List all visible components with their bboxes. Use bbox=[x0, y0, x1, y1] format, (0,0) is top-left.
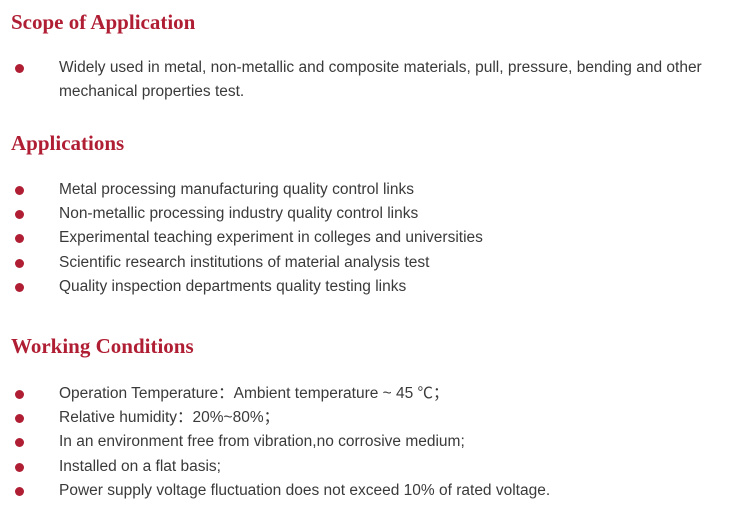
list-item: Metal processing manufacturing quality c… bbox=[0, 178, 740, 202]
list-item: Non-metallic processing industry quality… bbox=[0, 202, 740, 226]
item-text: Quality inspection departments quality t… bbox=[59, 277, 407, 295]
item-text: Scientific research institutions of mate… bbox=[59, 253, 430, 271]
bullet-icon bbox=[15, 486, 24, 496]
list-item: Widely used in metal, non-metallic and c… bbox=[0, 56, 720, 104]
item-text: Operation Temperature：Ambient temperatur… bbox=[59, 385, 449, 402]
item-text: Metal processing manufacturing quality c… bbox=[59, 181, 414, 198]
list-item: Relative humidity：20%~80%； bbox=[0, 406, 740, 430]
list-item: Quality inspection departments quality t… bbox=[0, 275, 740, 299]
bullet-icon bbox=[15, 210, 24, 220]
scope-list: Widely used in metal, non-metallic and c… bbox=[0, 56, 720, 104]
section-title-working-conditions: Working Conditions bbox=[11, 334, 194, 358]
list-item: Installed on a flat basis; bbox=[0, 455, 740, 479]
bullet-icon bbox=[15, 414, 24, 424]
bullet-icon bbox=[15, 462, 24, 472]
list-item: Power supply voltage fluctuation does no… bbox=[0, 479, 740, 503]
item-text: Experimental teaching experiment in coll… bbox=[59, 229, 483, 247]
applications-list: Metal processing manufacturing quality c… bbox=[0, 178, 740, 299]
item-text: Installed on a flat basis; bbox=[59, 457, 221, 475]
item-text: In an environment free from vibration,no… bbox=[59, 433, 465, 451]
item-text: Non-metallic processing industry quality… bbox=[59, 205, 419, 223]
section-title-scope: Scope of Application bbox=[11, 10, 196, 34]
working-conditions-list: Operation Temperature：Ambient temperatur… bbox=[0, 382, 740, 503]
bullet-icon bbox=[15, 390, 24, 399]
bullet-icon bbox=[15, 438, 24, 448]
list-item: In an environment free from vibration,no… bbox=[0, 430, 740, 454]
bullet-icon bbox=[15, 234, 24, 244]
list-item: Operation Temperature：Ambient temperatur… bbox=[0, 382, 740, 406]
list-item: Scientific research institutions of mate… bbox=[0, 251, 740, 275]
item-text: Power supply voltage fluctuation does no… bbox=[59, 481, 551, 499]
item-text: Widely used in metal, non-metallic and c… bbox=[59, 59, 702, 101]
bullet-icon bbox=[15, 64, 24, 73]
bullet-icon bbox=[15, 186, 24, 195]
list-item: Experimental teaching experiment in coll… bbox=[0, 226, 740, 250]
section-title-applications: Applications bbox=[11, 131, 125, 155]
bullet-icon bbox=[15, 258, 24, 268]
bullet-icon bbox=[15, 282, 24, 292]
item-text: Relative humidity：20%~80%； bbox=[59, 409, 280, 427]
